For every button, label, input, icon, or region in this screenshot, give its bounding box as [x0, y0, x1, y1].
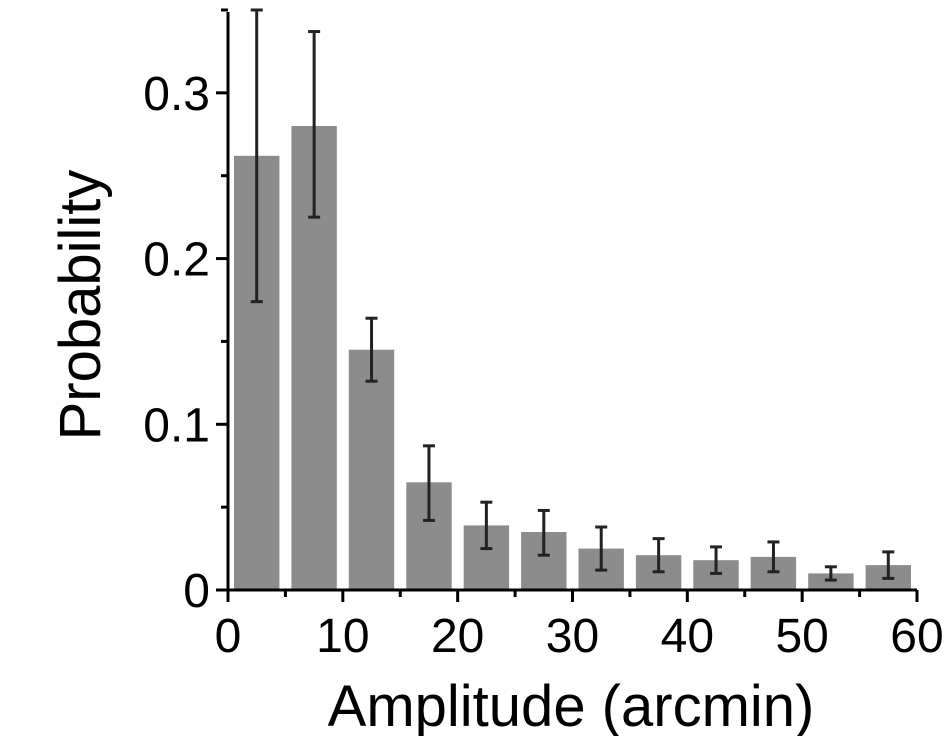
- y-tick-label-1: 0.1: [143, 399, 210, 452]
- y-tick-label-3: 0.3: [143, 68, 210, 121]
- error-bar-11: [882, 550, 895, 580]
- error-bar-4: [480, 500, 493, 551]
- error-bar-10: [824, 565, 837, 582]
- bars-group: [234, 126, 911, 591]
- error-bar-3: [422, 444, 435, 522]
- error-bar-6: [595, 525, 608, 572]
- x-axis-label: Amplitude (arcmin): [328, 674, 815, 736]
- bar-10: [808, 573, 854, 590]
- bar-2: [348, 349, 395, 590]
- error-bar-9: [767, 540, 780, 574]
- y-tick-label-2: 0.2: [143, 234, 210, 287]
- error-bar-2: [365, 316, 378, 383]
- x-tick-label-0: 0: [215, 610, 242, 663]
- x-tick-label-6: 60: [890, 610, 943, 663]
- x-tick-label-3: 30: [546, 610, 599, 663]
- tick-labels-group: 0 10 20 30 40 50 60 0 0.1 0.2 0.3: [143, 68, 943, 663]
- x-tick-label-2: 20: [431, 610, 484, 663]
- y-tick-label-0: 0: [183, 565, 210, 618]
- error-bar-7: [652, 537, 665, 574]
- x-tick-label-5: 50: [775, 610, 828, 663]
- error-bar-1: [308, 30, 321, 219]
- error-bar-8: [710, 545, 723, 575]
- error-bars-group: [250, 8, 895, 582]
- x-tick-label-1: 10: [316, 610, 369, 663]
- error-bar-0: [250, 8, 263, 304]
- y-axis-label: Probability: [48, 170, 113, 441]
- axes-group: [216, 8, 919, 602]
- error-bar-5: [537, 508, 550, 557]
- x-tick-label-4: 40: [661, 610, 714, 663]
